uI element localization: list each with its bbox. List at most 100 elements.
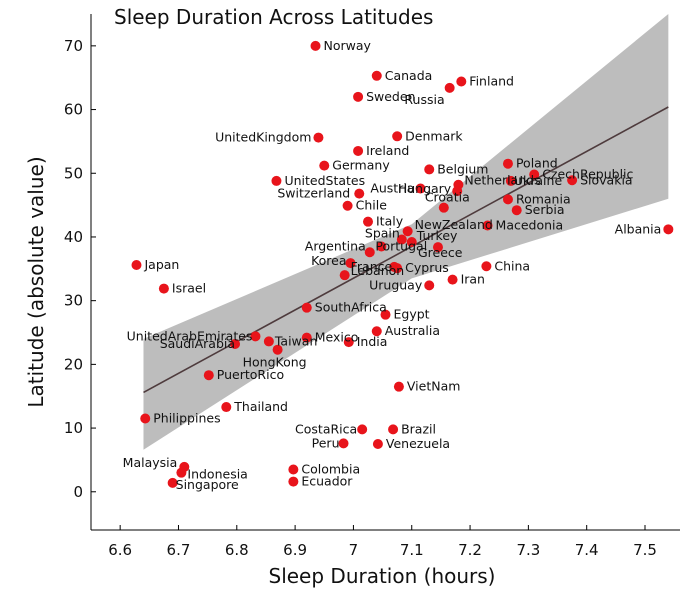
- data-point: [502, 194, 513, 205]
- point-label: SouthAfrica: [315, 300, 387, 315]
- point-label: Portugal: [375, 239, 427, 254]
- x-tick-label: 7.1: [400, 541, 424, 559]
- chart-title: Sleep Duration Across Latitudes: [114, 5, 433, 29]
- point-label: CzechRepublic: [542, 167, 633, 182]
- point-label: Canada: [385, 68, 433, 83]
- data-point: [230, 338, 241, 349]
- point-label: Taiwan: [274, 333, 318, 348]
- point-label: Italy: [376, 214, 404, 229]
- y-tick-label: 0: [73, 483, 83, 501]
- x-axis-label: Sleep Duration (hours): [269, 564, 496, 588]
- point-label: Serbia: [525, 202, 565, 217]
- point-label: Slovakia: [580, 172, 632, 187]
- data-point: [444, 82, 455, 93]
- point-label: Macedonia: [496, 217, 564, 232]
- data-point: [456, 76, 467, 87]
- point-label: Croatia: [425, 190, 470, 205]
- point-label: Japan: [143, 257, 179, 272]
- point-label: Russia: [404, 92, 444, 107]
- point-label: Switzerland: [277, 186, 350, 201]
- data-point: [250, 331, 261, 342]
- point-label: China: [494, 258, 530, 273]
- point-label: India: [357, 334, 388, 349]
- point-label: Colombia: [301, 461, 360, 476]
- point-label: Singapore: [176, 477, 239, 492]
- data-point: [371, 326, 382, 337]
- point-label: Iran: [461, 272, 485, 287]
- point-label: Ecuador: [301, 474, 353, 489]
- data-point: [288, 476, 299, 487]
- axes: 6.6 6.7 6.8 6.9 7 7.1 7.2 7.3 7.4 7.5 0 10 20 30 40 50 6…: [64, 14, 680, 559]
- point-label: Cyprus: [405, 260, 449, 275]
- point-label: Hungary: [398, 181, 452, 196]
- y-tick-label: 20: [64, 355, 83, 373]
- data-point: [339, 270, 350, 281]
- data-point: [481, 261, 492, 272]
- data-point: [438, 202, 449, 213]
- point-label: Austria: [370, 181, 414, 196]
- data-point: [313, 132, 324, 143]
- point-label: Israel: [172, 281, 206, 296]
- x-tick-label: 6.7: [167, 541, 191, 559]
- data-point: [263, 336, 274, 347]
- y-tick-label: 50: [64, 164, 83, 182]
- y-axis-label: Latitude (absolute value): [24, 156, 48, 407]
- data-point: [388, 424, 399, 435]
- y-tick-label: 40: [64, 228, 83, 246]
- point-label: France: [351, 259, 393, 274]
- data-point: [392, 263, 403, 274]
- point-label: Germany: [332, 158, 390, 173]
- data-point: [505, 175, 516, 186]
- data-point: [221, 402, 232, 413]
- point-label: Malaysia: [123, 455, 178, 470]
- point-label: CostaRica: [295, 421, 357, 436]
- data-points: [131, 40, 674, 488]
- y-tick-label: 10: [64, 419, 83, 437]
- point-label: Belgium: [437, 161, 488, 176]
- data-point: [301, 332, 312, 343]
- point-label: UnitedStates: [284, 173, 365, 188]
- data-point: [167, 477, 178, 488]
- point-label: Thailand: [233, 399, 288, 414]
- data-point: [354, 188, 365, 199]
- point-label: Venezuela: [386, 436, 450, 451]
- point-label: Romania: [516, 191, 571, 206]
- y-tick-label: 60: [64, 101, 83, 119]
- point-label: Peru: [312, 435, 340, 450]
- point-label: Finland: [469, 74, 514, 89]
- data-point: [511, 205, 522, 216]
- point-label: Egypt: [394, 307, 430, 322]
- point-label: Chile: [356, 198, 388, 213]
- data-point: [272, 344, 283, 355]
- y-tick-label: 70: [64, 37, 83, 55]
- point-label: Poland: [516, 156, 558, 171]
- data-point: [447, 274, 458, 285]
- data-point: [393, 381, 404, 392]
- point-label: UnitedKingdom: [215, 130, 311, 145]
- point-label: Netherlands: [464, 173, 540, 188]
- point-label: UnitedArabEmirates: [127, 328, 253, 343]
- data-point: [392, 131, 403, 142]
- data-point: [567, 175, 578, 186]
- point-label: PuertoRico: [217, 367, 284, 382]
- x-tick-label: 7.2: [458, 541, 482, 559]
- data-point: [140, 413, 151, 424]
- data-point: [353, 91, 364, 102]
- point-label: Sweden: [366, 89, 415, 104]
- point-label: Ukraine: [514, 173, 563, 188]
- data-point: [353, 145, 364, 156]
- x-tick-label: 6.6: [108, 541, 132, 559]
- point-label: Philippines: [153, 411, 220, 426]
- point-label: Greece: [418, 245, 463, 260]
- data-point: [131, 259, 142, 270]
- x-tick-label: 6.8: [225, 541, 249, 559]
- point-label: Norway: [324, 38, 372, 53]
- data-point: [345, 258, 356, 269]
- point-label: Australia: [385, 323, 440, 338]
- data-point: [364, 247, 375, 258]
- data-point: [380, 309, 391, 320]
- data-point: [158, 283, 169, 294]
- point-label: NewZealand: [415, 217, 493, 232]
